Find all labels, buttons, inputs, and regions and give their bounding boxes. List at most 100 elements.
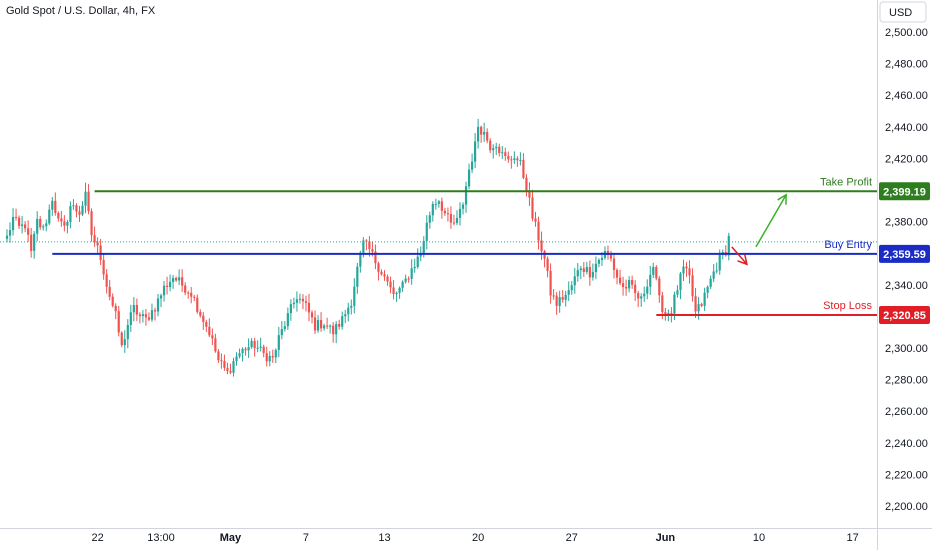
currency-box[interactable] — [879, 1, 927, 23]
candle-body — [214, 338, 217, 352]
candle-body — [235, 356, 238, 362]
candle-body — [507, 156, 510, 160]
candle-body — [24, 224, 27, 229]
candle-body — [190, 292, 193, 297]
candle-body — [640, 296, 643, 299]
candle-body — [247, 347, 250, 351]
candle-body — [223, 361, 226, 368]
candle-body — [483, 131, 486, 135]
candle-body — [310, 312, 314, 318]
candle-body — [371, 249, 374, 252]
time-tick-label: 10 — [753, 532, 765, 544]
candle-body — [452, 222, 456, 224]
candle-body — [362, 240, 365, 253]
candle-body — [253, 340, 256, 349]
candle-body — [96, 242, 99, 246]
price-tick-label: 2,200.00 — [885, 501, 928, 513]
candle-body — [591, 272, 594, 278]
stop-loss-label: Stop Loss — [823, 300, 872, 312]
candle-body — [661, 295, 664, 313]
candle-body — [313, 317, 317, 331]
candle-body — [184, 285, 187, 293]
buy-entry-label: Buy Entry — [824, 239, 872, 251]
candle-body — [365, 240, 368, 242]
candle-body — [271, 355, 274, 358]
candle-body — [615, 269, 619, 278]
candle-body — [226, 367, 229, 372]
price-tick-label: 2,420.00 — [885, 153, 928, 165]
candle-body — [504, 152, 507, 157]
candle-body — [470, 161, 474, 170]
candle-body — [14, 216, 18, 218]
pullback-arrow-shaft — [731, 246, 748, 265]
candle-body — [126, 325, 129, 340]
candle-body — [673, 294, 676, 314]
time-tick-label: 20 — [472, 532, 484, 544]
candle-body — [102, 259, 105, 275]
candle-body — [307, 302, 311, 313]
candle-body — [612, 258, 616, 270]
candle-body — [211, 335, 214, 339]
candle-body — [75, 205, 78, 212]
candle-body — [519, 160, 522, 162]
candle-body — [250, 340, 253, 348]
candle-body — [534, 218, 537, 222]
candle-body — [45, 223, 48, 227]
candle-body — [398, 287, 401, 293]
candle-body — [655, 266, 658, 279]
candle-body — [667, 313, 670, 315]
candle-body — [510, 159, 513, 161]
candle-body — [208, 326, 211, 336]
candle-body — [377, 263, 380, 272]
candle-body — [555, 295, 558, 306]
target-arrow-shaft — [755, 194, 787, 248]
candle-body — [631, 280, 634, 285]
candle-body — [150, 310, 154, 320]
candle-body — [694, 296, 697, 312]
candle-body — [383, 274, 386, 277]
candle-body — [401, 281, 404, 288]
candle-body — [220, 360, 223, 362]
candle-body — [268, 355, 271, 362]
candle-body — [676, 290, 679, 295]
candle-body — [389, 281, 392, 288]
candle-body — [368, 241, 371, 250]
price-tick-label: 2,260.00 — [885, 406, 928, 418]
candle-body — [33, 233, 36, 251]
candle-body — [123, 339, 126, 346]
candle-body — [27, 228, 30, 235]
candle-body — [588, 267, 591, 278]
price-tick-label: 2,460.00 — [885, 90, 928, 102]
candle-body — [437, 201, 440, 204]
pullback-arrow-head — [737, 254, 748, 266]
candle-body — [244, 348, 247, 351]
candle-body — [715, 270, 718, 272]
time-tick-label: Jun — [656, 532, 676, 544]
candle-body — [685, 266, 688, 269]
price-tick-label: 2,440.00 — [885, 122, 928, 134]
price-axis[interactable]: 2,500.00 2,480.00 2,460.00 2,440.00 2,420.00… — [885, 27, 928, 513]
stop-loss-price-badge — [879, 306, 930, 325]
candle-body — [525, 177, 528, 192]
time-tick-label: 13 — [378, 532, 390, 544]
candle-body — [492, 148, 495, 151]
candle-body — [706, 286, 709, 293]
price-tick-label: 2,220.00 — [885, 469, 928, 481]
candle-body — [265, 353, 268, 362]
candle-body — [600, 257, 604, 260]
candle-body — [467, 169, 471, 187]
candle-body — [597, 259, 601, 264]
candle-body — [703, 292, 706, 306]
candle-body — [51, 200, 54, 210]
plot-background — [0, 0, 877, 528]
candle-body — [262, 346, 265, 354]
candle-body — [72, 205, 75, 207]
candle-body — [319, 320, 323, 329]
candle-body — [147, 317, 151, 320]
price-tick-label: 2,480.00 — [885, 59, 928, 71]
candle-body — [199, 311, 202, 316]
candle-body — [153, 310, 157, 312]
candle-body — [404, 278, 407, 282]
